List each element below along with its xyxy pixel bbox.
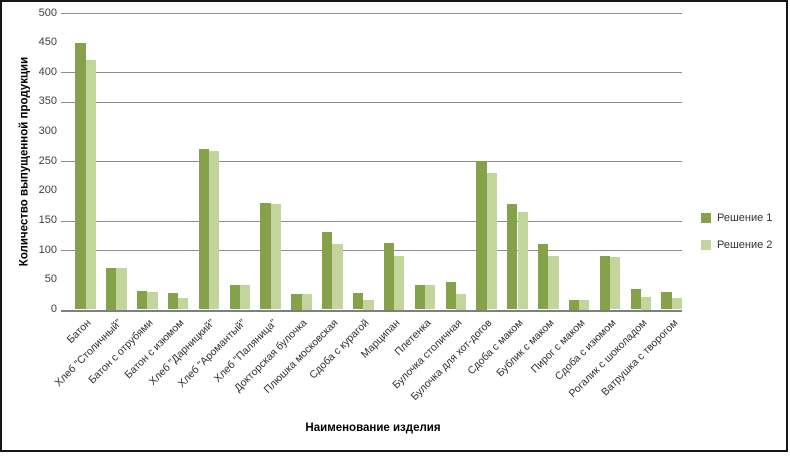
bar-solution-1 [229, 284, 240, 310]
bar-solution-1 [167, 292, 179, 310]
gridline [61, 221, 682, 222]
bar-solution-2 [610, 257, 621, 310]
bar-solution-1 [599, 255, 611, 310]
bar-solution-2 [671, 297, 682, 310]
legend-swatch-solution-2 [701, 239, 711, 250]
y-tick-label: 450 [38, 36, 57, 49]
bar-solution-2 [85, 60, 96, 310]
bar-solution-2 [363, 300, 374, 310]
bar-solution-1 [661, 291, 672, 310]
y-tick-label: 150 [38, 214, 57, 227]
bar-solution-1 [538, 244, 549, 310]
bar-solution-2 [394, 255, 405, 310]
legend-entry-solution-2: Решение 2 [701, 238, 772, 251]
bar-solution-1 [137, 291, 148, 310]
bar-solution-1 [106, 268, 117, 310]
bar-solution-1 [291, 293, 302, 310]
legend-entry-solution-1: Решение 1 [701, 211, 772, 224]
gridline [61, 72, 682, 73]
y-tick-label: 50 [44, 273, 57, 286]
bar-solution-2 [640, 297, 652, 310]
bar-solution-1 [353, 292, 364, 310]
y-tick-label: 500 [38, 6, 57, 19]
gridline [61, 250, 682, 251]
bar-solution-2 [301, 293, 312, 310]
x-axis-title: Наименование изделия [305, 422, 441, 434]
bar-solution-2 [270, 203, 281, 310]
bar-solution-1 [445, 282, 456, 310]
bar-solution-2 [116, 268, 127, 310]
y-tick-label: 100 [38, 243, 57, 256]
bar-solution-2 [455, 293, 467, 310]
bar-solution-1 [322, 232, 333, 310]
y-tick-label: 200 [38, 184, 57, 197]
bar-solution-1 [383, 242, 395, 310]
x-axis-line [61, 310, 682, 312]
legend-label-solution-1: Решение 1 [717, 211, 773, 224]
gridline [61, 161, 682, 162]
bar-solution-2 [147, 292, 158, 310]
bar-solution-1 [75, 42, 86, 310]
legend-label-solution-2: Решение 2 [717, 238, 773, 251]
bar-solution-1 [414, 284, 425, 310]
y-tick-label: 400 [38, 65, 57, 78]
bar-solution-2 [425, 285, 436, 310]
bar-solution-2 [579, 300, 590, 310]
bar-solution-2 [239, 284, 251, 310]
bar-solution-2 [548, 256, 559, 310]
y-tick-label: 300 [38, 125, 57, 138]
bar-solution-2 [332, 244, 343, 310]
y-tick-label: 250 [38, 154, 57, 167]
gridline [61, 102, 682, 103]
y-tick-label: 350 [38, 95, 57, 108]
y-tick-label: 0 [50, 303, 57, 315]
legend-swatch-solution-1 [701, 212, 711, 223]
bar-solution-1 [630, 288, 641, 310]
bar-solution-1 [260, 202, 271, 310]
bar-solution-2 [486, 173, 497, 310]
gridline [61, 13, 682, 14]
bar-solution-1 [507, 203, 518, 310]
bar-solution-2 [209, 150, 220, 310]
bar-solution-1 [476, 161, 487, 310]
bar-solution-2 [517, 211, 528, 310]
bar-solution-2 [178, 298, 189, 310]
legend: Решение 1 Решение 2 [701, 211, 772, 265]
bar-solution-1 [198, 149, 209, 310]
bar-solution-1 [568, 300, 580, 310]
